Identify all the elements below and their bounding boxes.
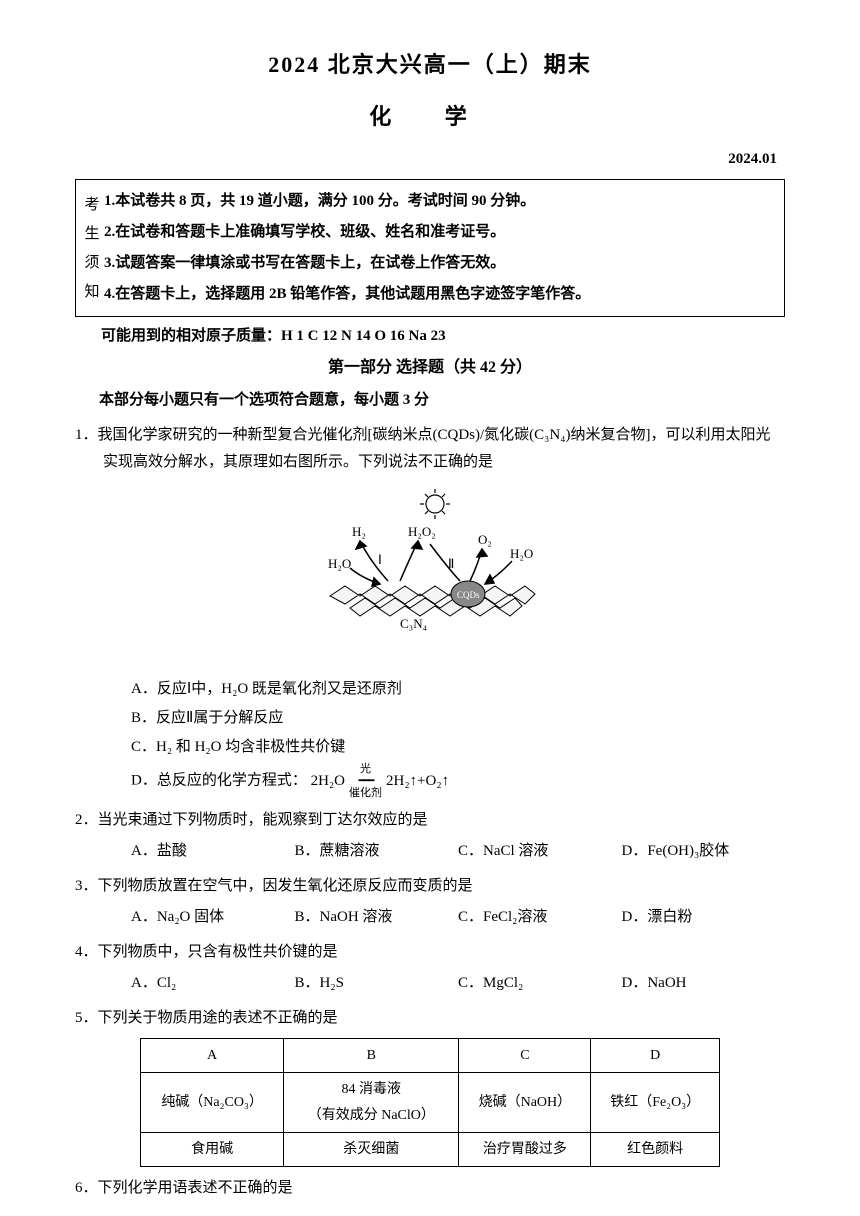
- q3-options: A．Na₂O 固体 B．NaOH 溶液 C．FeCl₂溶液 D．漂白粉: [75, 904, 785, 931]
- question-text: 我国化学家研究的一种新型复合光催化剂[碳纳米点(CQDs)/氮化碳(C₃N₄)纳…: [98, 427, 771, 443]
- table-row: 食用碱 杀灭细菌 治疗胃酸过多 红色颜料: [141, 1132, 720, 1166]
- eq-rhs: 2H₂↑+O₂↑: [386, 768, 449, 795]
- exam-date: 2024.01: [75, 146, 785, 173]
- table-cell: 烧碱（NaOH）: [459, 1073, 591, 1132]
- question-text: 下列物质中，只含有极性共价键的是: [98, 944, 338, 960]
- label-cqds: CQDs: [457, 590, 480, 600]
- question-text: 下列化学用语表述不正确的是: [98, 1180, 293, 1196]
- instruction-line: 1.本试卷共 8 页，共 19 道小题，满分 100 分。考试时间 90 分钟。: [104, 186, 780, 217]
- question-4: 4．下列物质中，只含有极性共价键的是 A．Cl₂ B．H₂S C．MgCl₂ D…: [75, 939, 785, 997]
- eq-lhs: 2H₂O: [311, 768, 345, 795]
- table-cell: 治疗胃酸过多: [459, 1132, 591, 1166]
- table-row: 纯碱（Na₂CO₃） 84 消毒液（有效成分 NaClO） 烧碱（NaOH） 铁…: [141, 1073, 720, 1132]
- question-text: 下列关于物质用途的表述不正确的是: [98, 1010, 338, 1026]
- option-d: D．总反应的化学方程式： 2H₂O 光 ━━━ 催化剂 2H₂↑+O₂↑: [131, 763, 785, 799]
- instruction-line: 3.试题答案一律填涂或书写在答题卡上，在试卷上作答无效。: [104, 248, 780, 279]
- eq-bot: 催化剂: [349, 787, 382, 799]
- question-number: 2．: [75, 807, 98, 834]
- option-b: B．蔗糖溶液: [295, 838, 459, 865]
- table-cell: 纯碱（Na₂CO₃）: [141, 1073, 284, 1132]
- question-text: 当光束通过下列物质时，能观察到丁达尔效应的是: [98, 812, 428, 828]
- exam-instructions-box: 考 生 须 知 1.本试卷共 8 页，共 19 道小题，满分 100 分。考试时…: [75, 179, 785, 317]
- question-2: 2．当光束通过下列物质时，能观察到丁达尔效应的是 A．盐酸 B．蔗糖溶液 C．N…: [75, 807, 785, 865]
- option-b: B．H₂S: [295, 970, 459, 997]
- char: 知: [84, 283, 99, 301]
- option-c: C．FeCl₂溶液: [458, 904, 622, 931]
- table-header: B: [284, 1039, 459, 1073]
- option-d: D．Fe(OH)₃胶体: [622, 838, 786, 865]
- exam-title: 2024 北京大兴高一（上）期末: [75, 45, 785, 85]
- table-cell: 红色颜料: [591, 1132, 720, 1166]
- section-instruction: 本部分每小题只有一个选项符合题意，每小题 3 分: [75, 387, 785, 414]
- instructions-list: 1.本试卷共 8 页，共 19 道小题，满分 100 分。考试时间 90 分钟。…: [104, 186, 780, 310]
- question-1: 1．我国化学家研究的一种新型复合光催化剂[碳纳米点(CQDs)/氮化碳(C₃N₄…: [75, 422, 785, 799]
- question-number: 5．: [75, 1005, 98, 1032]
- question-text-cont: 实现高效分解水，其原理如右图所示。下列说法不正确的是: [75, 449, 785, 476]
- label-O2: O₂: [478, 532, 492, 547]
- label-I: Ⅰ: [378, 552, 382, 567]
- q5-table: A B C D 纯碱（Na₂CO₃） 84 消毒液（有效成分 NaClO） 烧碱…: [140, 1038, 720, 1167]
- option-d: D．漂白粉: [622, 904, 786, 931]
- option-a: A．Na₂O 固体: [131, 904, 295, 931]
- label-c3n4: C₃N₄: [400, 616, 428, 631]
- section-title: 第一部分 选择题（共 42 分）: [75, 354, 785, 383]
- table-header: D: [591, 1039, 720, 1073]
- option-c: C．NaCl 溶液: [458, 838, 622, 865]
- question-3: 3．下列物质放置在空气中，因发生氧化还原反应而变质的是 A．Na₂O 固体 B．…: [75, 873, 785, 931]
- char: 生: [84, 225, 99, 243]
- question-6: 6．下列化学用语表述不正确的是: [75, 1175, 785, 1202]
- q2-options: A．盐酸 B．蔗糖溶液 C．NaCl 溶液 D．Fe(OH)₃胶体: [75, 838, 785, 865]
- label-H2: H₂: [352, 524, 366, 539]
- label-H2O-r: H₂O: [510, 546, 533, 561]
- table-cell: 食用碱: [141, 1132, 284, 1166]
- question-number: 6．: [75, 1175, 98, 1202]
- option-c: C．H₂ 和 H₂O 均含非极性共价键: [131, 734, 785, 761]
- label-H2O-l: H₂O: [328, 556, 351, 571]
- instruction-line: 4.在答题卡上，选择题用 2B 铅笔作答，其他试题用黑色字迹签字笔作答。: [104, 279, 780, 310]
- table-cell: 84 消毒液（有效成分 NaClO）: [284, 1073, 459, 1132]
- table-cell: 杀灭细菌: [284, 1132, 459, 1166]
- label-H2O2: H₂O₂: [408, 524, 436, 539]
- eq-top: 光: [360, 763, 371, 775]
- option-d-prefix: D．总反应的化学方程式：: [131, 773, 307, 789]
- atomic-mass-line: 可能用到的相对原子质量：H 1 C 12 N 14 O 16 Na 23: [75, 323, 785, 350]
- eq-condition: 光 ━━━ 催化剂: [349, 763, 382, 799]
- q4-options: A．Cl₂ B．H₂S C．MgCl₂ D．NaOH: [75, 970, 785, 997]
- diagram-svg: H₂ H₂O₂ O₂ H₂O H₂O Ⅰ Ⅱ: [300, 486, 560, 656]
- option-a: A．盐酸: [131, 838, 295, 865]
- option-a: A．Cl₂: [131, 970, 295, 997]
- option-c: C．MgCl₂: [458, 970, 622, 997]
- char: 须: [84, 254, 99, 272]
- equation: 2H₂O 光 ━━━ 催化剂 2H₂↑+O₂↑: [311, 763, 450, 799]
- option-b: B．NaOH 溶液: [295, 904, 459, 931]
- table-row: A B C D: [141, 1039, 720, 1073]
- catalyst-diagram: H₂ H₂O₂ O₂ H₂O H₂O Ⅰ Ⅱ: [75, 486, 785, 666]
- q1-options: A．反应Ⅰ中，H₂O 既是氧化剂又是还原剂 B．反应Ⅱ属于分解反应 C．H₂ 和…: [75, 676, 785, 799]
- table-header: A: [141, 1039, 284, 1073]
- option-a: A．反应Ⅰ中，H₂O 既是氧化剂又是还原剂: [131, 676, 785, 703]
- question-text: 下列物质放置在空气中，因发生氧化还原反应而变质的是: [98, 878, 473, 894]
- table-cell: 铁红（Fe₂O₃）: [591, 1073, 720, 1132]
- subject-title: 化 学: [75, 97, 785, 137]
- char: 考: [84, 196, 99, 214]
- question-5: 5．下列关于物质用途的表述不正确的是 A B C D 纯碱（Na₂CO₃） 84…: [75, 1005, 785, 1167]
- question-number: 3．: [75, 873, 98, 900]
- eq-arrow: ━━━: [359, 775, 373, 787]
- table-header: C: [459, 1039, 591, 1073]
- question-number: 1．: [75, 422, 98, 449]
- instructions-label-vertical: 考 生 须 知: [80, 186, 104, 310]
- option-b: B．反应Ⅱ属于分解反应: [131, 705, 785, 732]
- instruction-line: 2.在试卷和答题卡上准确填写学校、班级、姓名和准考证号。: [104, 217, 780, 248]
- question-number: 4．: [75, 939, 98, 966]
- option-d: D．NaOH: [622, 970, 786, 997]
